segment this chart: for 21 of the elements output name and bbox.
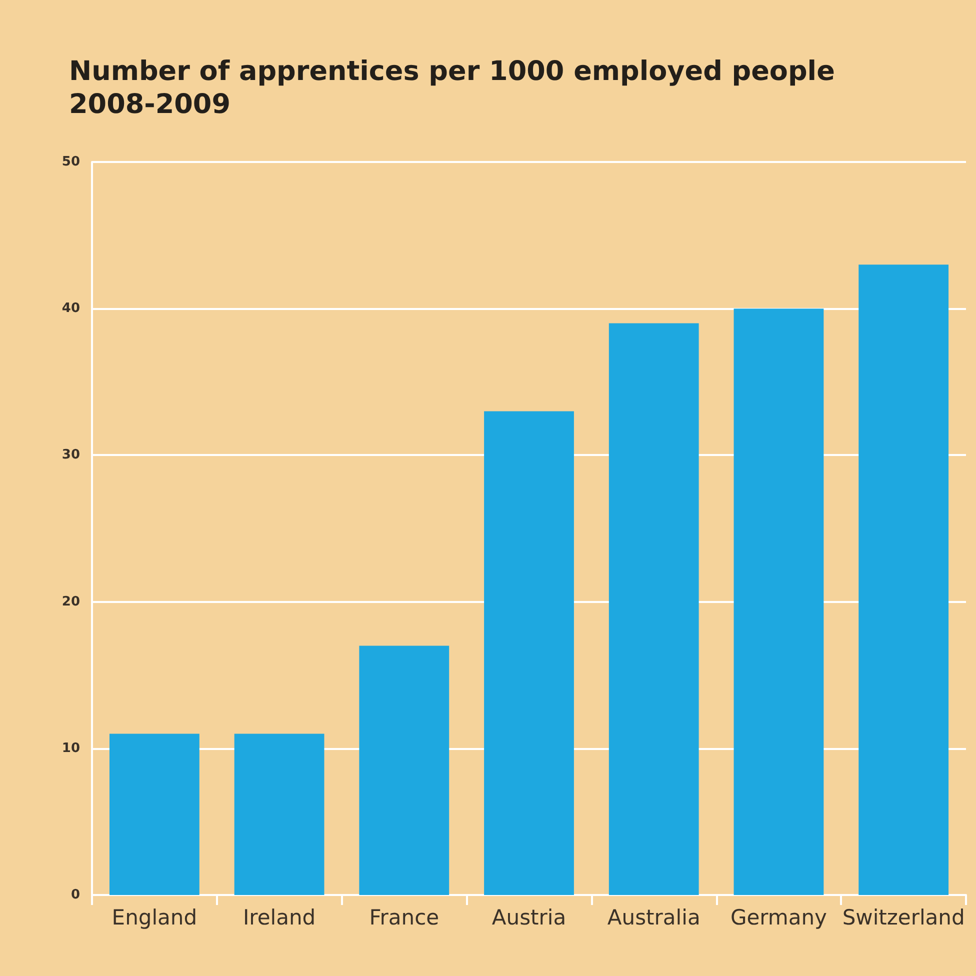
y-tick-label: 40	[62, 301, 80, 316]
x-tick-label: England	[112, 906, 198, 930]
x-tick-label: Switzerland	[842, 906, 965, 930]
x-tick-label: Germany	[730, 906, 827, 930]
y-tick-label: 50	[62, 154, 80, 170]
chart-title: Number of apprentices per 1000 employed people 2008-2009	[69, 56, 844, 120]
bar	[608, 323, 699, 895]
x-tick-label: Ireland	[242, 906, 316, 930]
x-tick-label: France	[369, 906, 440, 930]
y-tick-label: 10	[62, 740, 80, 756]
bar	[109, 734, 200, 895]
x-tick-label: Austria	[492, 906, 566, 930]
bar	[858, 264, 949, 895]
bar	[359, 646, 450, 895]
y-tick-label: 20	[62, 594, 80, 610]
y-tick-label: 30	[62, 448, 80, 463]
bar	[734, 308, 824, 895]
bar	[234, 734, 324, 895]
y-tick-label: 0	[70, 888, 80, 902]
x-tick-label: Australia	[607, 906, 700, 930]
bar	[484, 411, 574, 895]
